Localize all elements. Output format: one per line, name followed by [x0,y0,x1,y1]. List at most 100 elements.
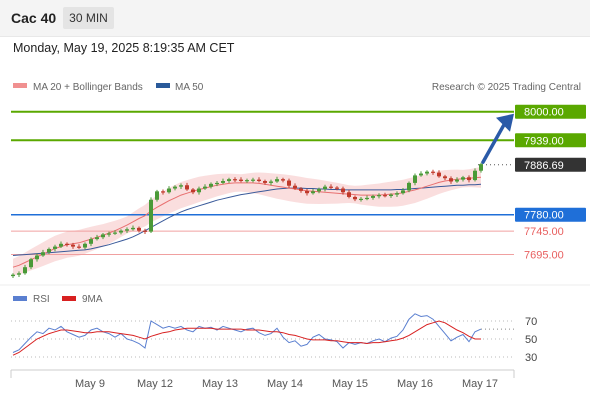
candle-body [437,172,441,177]
candle [383,192,387,198]
candle-body [11,274,15,277]
rsi-legend-swatch [13,296,27,301]
candle-body [407,182,411,191]
candle-body [161,191,165,193]
ma20-legend-swatch [13,83,27,88]
x-tick-label: May 13 [202,378,238,390]
candle-body [263,181,267,183]
candle-body [377,195,381,197]
rsi-ma-line [12,320,481,356]
candle-body [419,173,423,176]
candle [221,178,225,185]
candle [125,227,129,234]
candle [161,189,165,195]
candle [23,264,27,275]
rsi-lines [12,313,514,356]
candle [449,176,453,184]
candle-body [479,164,483,171]
candle-body [131,227,135,230]
candle-body [257,179,261,182]
price-level-labels: 8000.00 7939.00 7886.69 7780.00 7745.00 7695.… [515,104,586,262]
candle [233,177,237,182]
candle [239,177,243,183]
candle [371,194,375,200]
candle [443,174,447,181]
candle [425,170,429,176]
level-label-7939.00: 7939.00 [524,135,564,147]
candle-body [353,196,357,200]
candle-body [473,170,477,181]
candle [95,234,99,241]
candle-body [65,243,69,245]
candle-body [227,179,231,182]
candle-body [29,259,33,268]
level-box-7939.00 [515,133,586,148]
candle [35,253,39,262]
candle [455,177,459,183]
ma20-legend-label: MA 20 + Bollinger Bands [33,82,143,93]
x-tick-label: May 9 [75,378,105,390]
interval-selector[interactable]: 30 MIN [63,7,114,29]
candle [341,186,345,195]
candle [461,175,465,182]
forecast-arrow [481,113,514,164]
candle-body [215,182,219,185]
candle [209,182,213,189]
candle [317,187,321,194]
candle [113,230,117,235]
forecast-arrow-head [496,113,514,132]
candle [395,191,399,197]
candle-body [311,191,315,194]
candle-body [287,180,291,186]
candle-body [335,187,339,189]
x-tick-label: May 17 [462,378,498,390]
candle [401,188,405,195]
candle [251,177,255,183]
ma50-legend-swatch [156,83,170,88]
candle-body [281,179,285,181]
candle [41,249,45,257]
candle [263,179,267,185]
candle-body [347,192,351,197]
candle [353,195,357,202]
candle-body [113,232,117,234]
candle-body [461,177,465,180]
candle-body [83,243,87,248]
x-tick-label: May 14 [267,378,303,390]
timestamp: Monday, May 19, 2025 8:19:35 AM CET [13,41,235,55]
candle [413,173,417,186]
candle [149,197,153,234]
candle-body [365,197,369,200]
candle-body [341,188,345,193]
candle [71,242,75,249]
candle-body [125,229,129,231]
candle-body [41,252,45,256]
candle [359,196,363,202]
candle-body [101,234,105,238]
candle [47,247,51,255]
candle [227,177,231,183]
ma50-legend-label: MA 50 [175,82,204,93]
candle [257,177,261,183]
candle-body [269,181,273,183]
candle-body [71,244,75,247]
candle-body [53,246,57,249]
research-credit: Research © 2025 Trading Central [432,82,581,93]
candle [215,181,219,187]
candle [287,178,291,189]
candle [197,186,201,195]
rsi-ma-legend-swatch [62,296,76,301]
candle [473,168,477,182]
candle [59,241,63,248]
candle [275,176,279,183]
candle-body [89,239,93,244]
candle [281,177,285,183]
candle [173,185,177,191]
x-tick-label: May 12 [137,378,173,390]
candle-body [317,188,321,192]
rsi-tick-70: 70 [525,316,537,328]
candle-body [185,185,189,190]
candle [143,228,147,234]
candle-body [323,186,327,189]
candle-body [395,193,399,195]
